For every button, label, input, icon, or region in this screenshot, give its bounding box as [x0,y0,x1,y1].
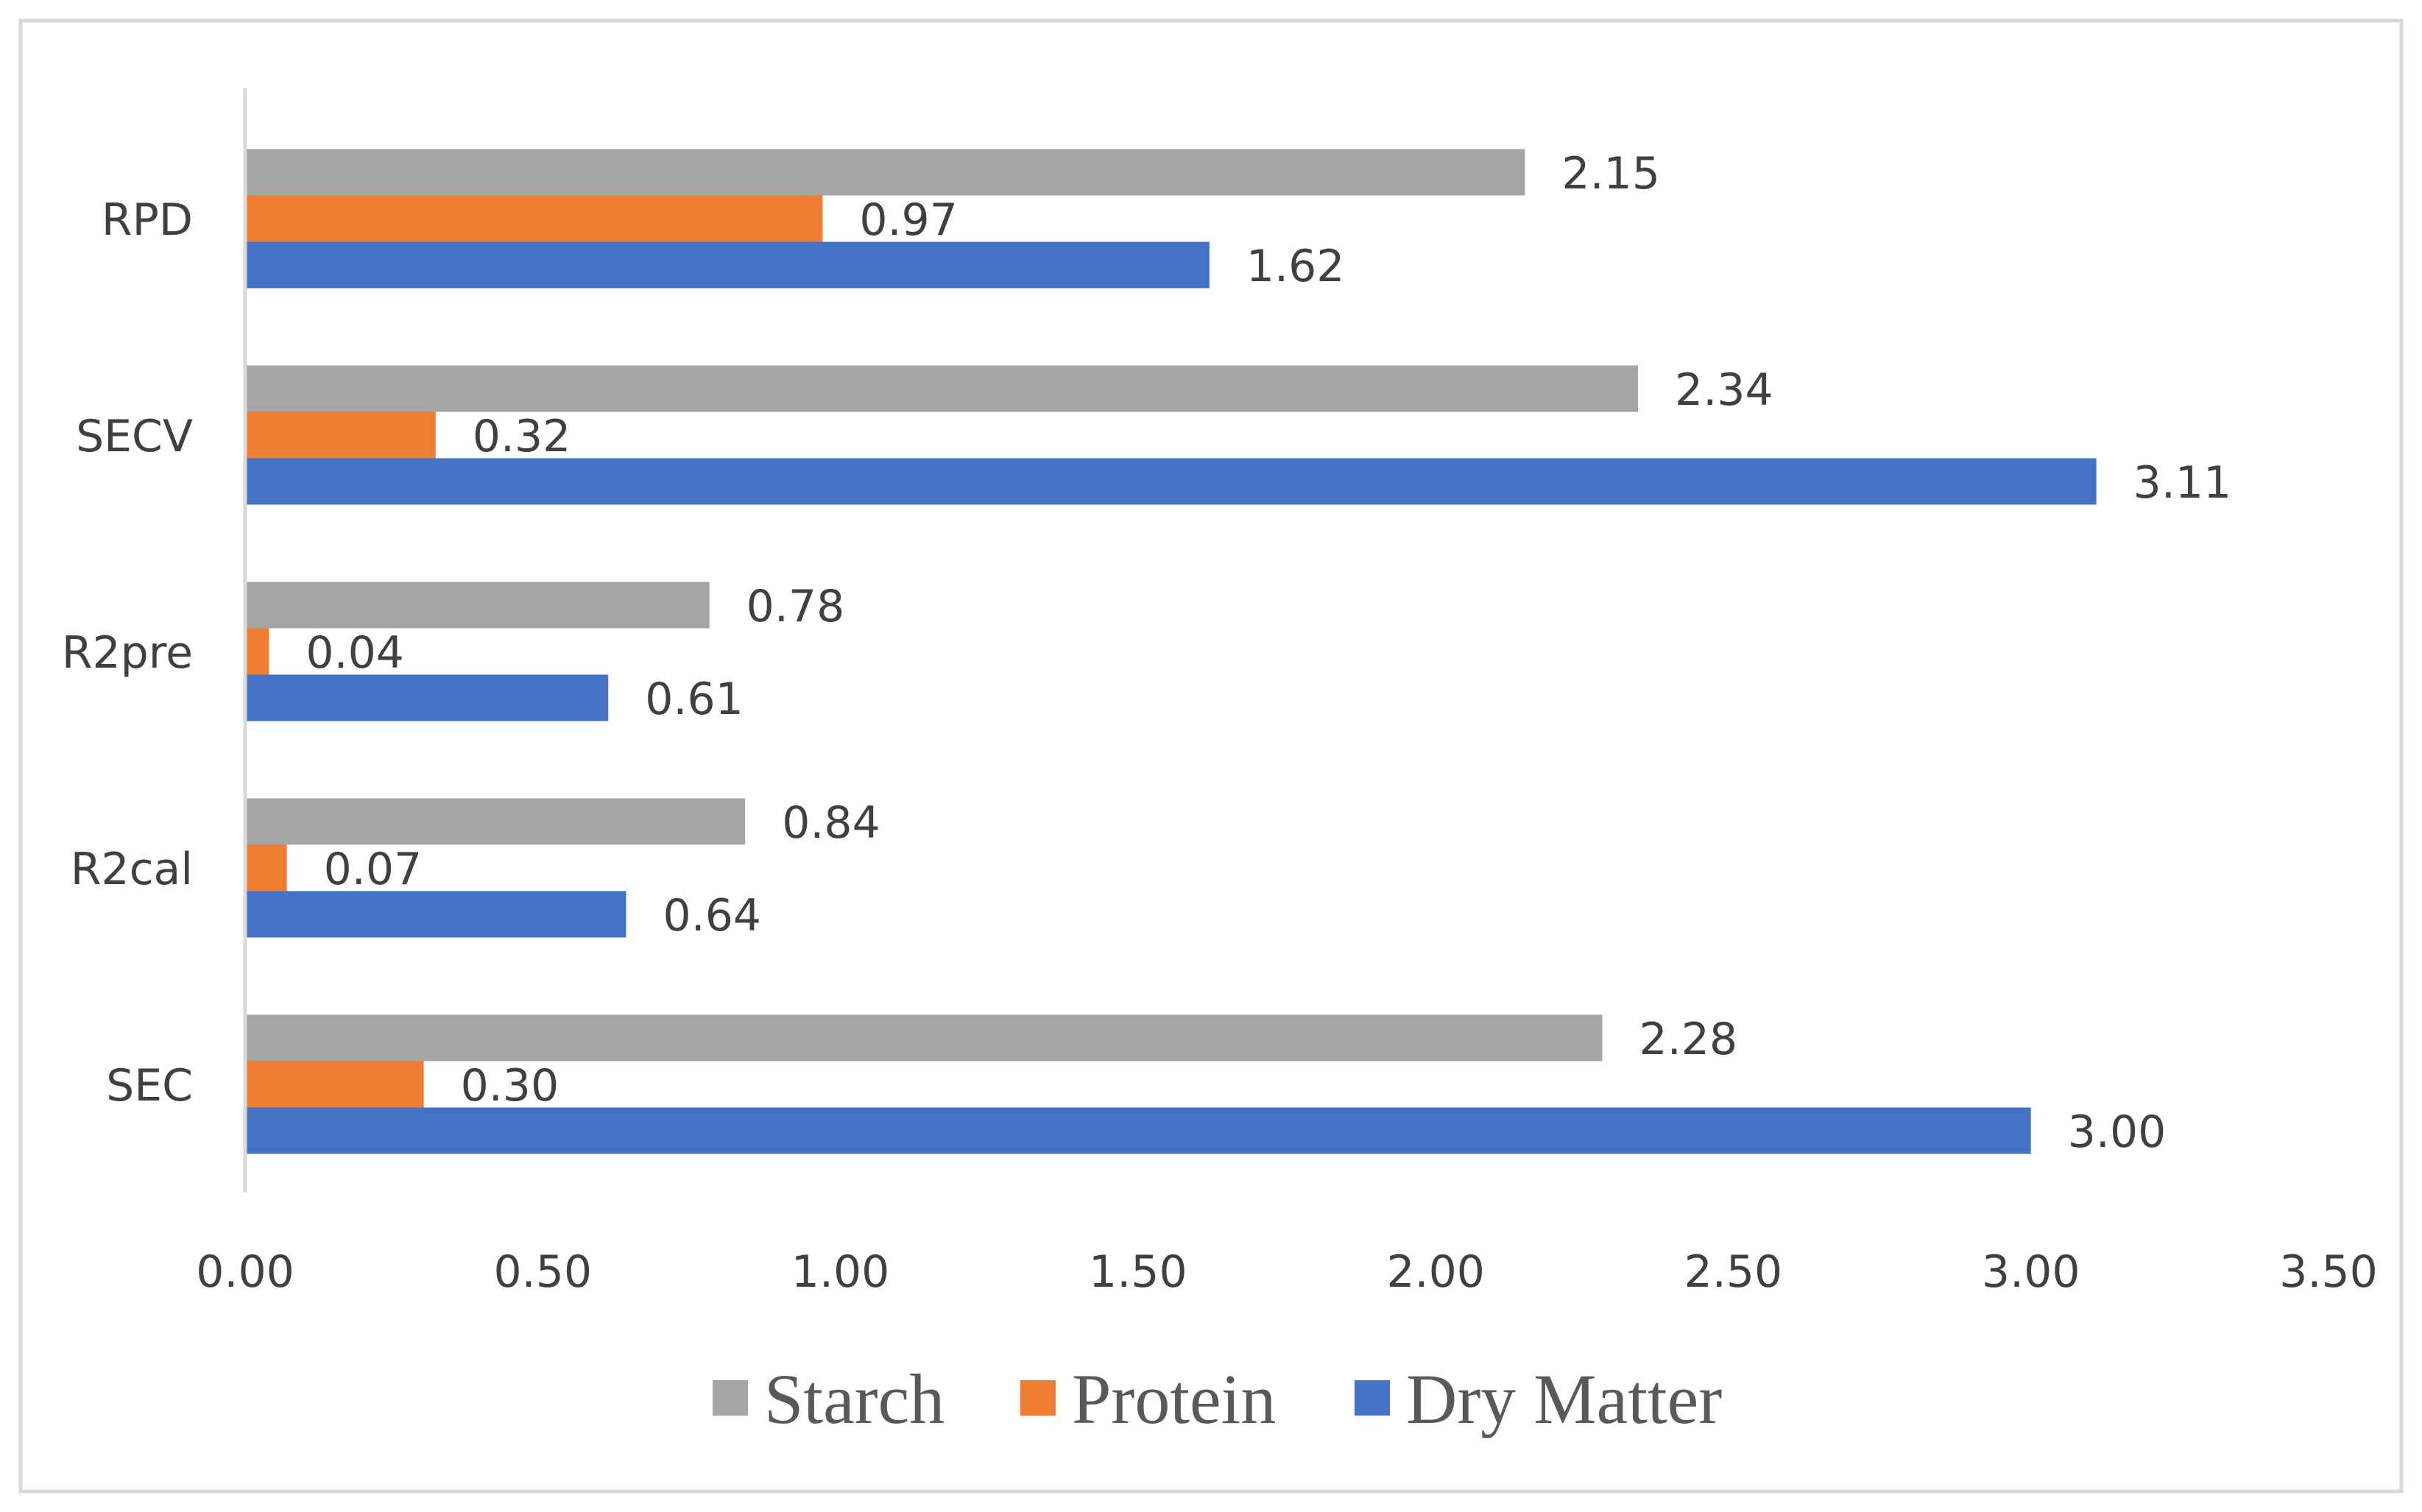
data-label-starch-r2cal: 0.84 [782,797,880,849]
data-label-dry-matter-r2cal: 0.64 [663,890,761,942]
category-label-rpd: RPD [102,194,193,246]
data-label-starch-secv: 2.34 [1675,364,1773,416]
bar-protein-sec [245,1061,424,1108]
data-label-protein-r2cal: 0.07 [324,844,423,895]
bar-dry-matter-sec [245,1108,2031,1154]
x-tick-label: 0.00 [196,1246,294,1298]
data-label-protein-secv: 0.32 [473,411,571,462]
bar-dry-matter-secv [245,459,2097,505]
legend-label-protein: Protein [1072,1360,1276,1438]
x-tick-label: 3.50 [2279,1246,2378,1298]
data-label-dry-matter-secv: 3.11 [2133,457,2232,509]
data-label-protein-sec: 0.30 [461,1060,559,1112]
legend-label-starch: Starch [764,1360,945,1438]
legend-swatch-starch [713,1380,748,1416]
legend-swatch-protein [1020,1380,1056,1416]
data-label-dry-matter-r2pre: 0.61 [645,674,744,725]
data-label-protein-rpd: 0.97 [859,194,958,246]
bar-protein-r2cal [245,845,287,891]
x-tick-label: 1.00 [791,1246,890,1298]
bar-dry-matter-r2pre [245,675,608,721]
category-label-r2cal: R2cal [71,844,193,895]
x-tick-label: 0.50 [493,1246,592,1298]
category-label-sec: SEC [106,1060,193,1112]
x-tick-label: 2.00 [1386,1246,1485,1298]
bar-dry-matter-r2cal [245,891,626,938]
category-label-secv: SECV [76,411,193,462]
data-label-starch-r2pre: 0.78 [746,581,845,632]
bar-starch-rpd [245,149,1525,196]
data-label-dry-matter-rpd: 1.62 [1246,241,1345,292]
x-tick-label: 2.50 [1684,1246,1783,1298]
bar-starch-r2cal [245,799,745,845]
bar-dry-matter-rpd [245,242,1210,289]
chart: 2.28 0.30 3.00 0.84 0.07 0.64 0.78 0.04 0.61 2.34… [0,0,2422,1512]
data-label-dry-matter-sec: 3.00 [2068,1106,2167,1158]
bar-protein-r2pre [245,629,269,675]
data-label-protein-r2pre: 0.04 [306,627,404,679]
legend-swatch-dry-matter [1355,1380,1390,1416]
bar-protein-rpd [245,196,822,242]
data-label-starch-sec: 2.28 [1639,1014,1738,1065]
bar-starch-r2pre [245,582,710,629]
x-tick-label: 3.00 [1982,1246,2080,1298]
legend-label-dry-matter: Dry Matter [1406,1360,1722,1438]
x-tick-label: 1.50 [1089,1246,1187,1298]
data-label-starch-rpd: 2.15 [1561,148,1660,199]
category-label-r2pre: R2pre [62,627,193,679]
bar-protein-secv [245,412,436,459]
legend: Starch Protein Dry Matter [713,1360,1722,1438]
bar-starch-secv [245,366,1638,412]
bar-starch-sec [245,1015,1603,1061]
